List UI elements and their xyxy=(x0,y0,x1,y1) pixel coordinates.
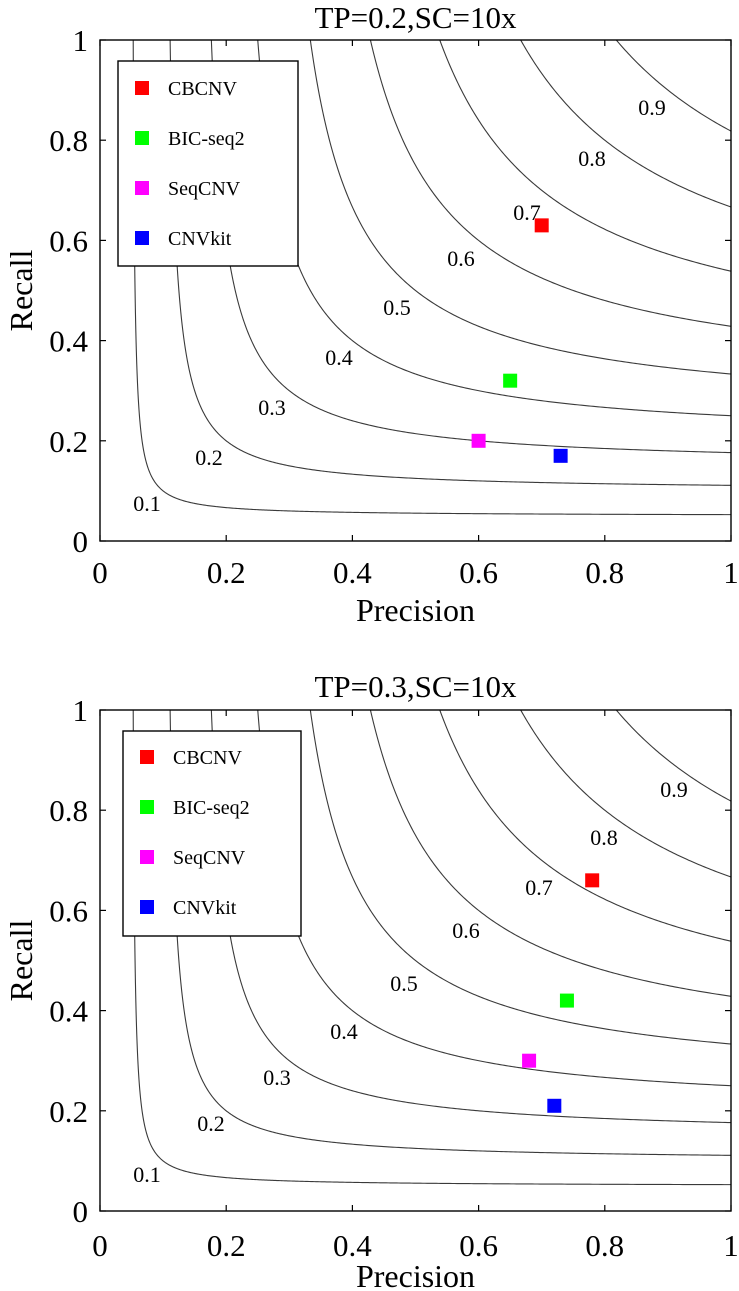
chart-panel-bottom: TP=0.3,SC=10x 0.1 0.2 0.3 0.4 0.5 0.6 0.7 0.8 0.9… xyxy=(3,669,739,1291)
x-axis-label: Precision xyxy=(356,1258,475,1291)
iso-f1-curve xyxy=(132,40,731,516)
iso-f1-label: 0.3 xyxy=(258,395,286,420)
iso-f1-curve xyxy=(615,710,731,802)
x-tick-label: 0.2 xyxy=(207,555,246,590)
iso-f1-label: 0.1 xyxy=(133,491,161,516)
legend-marker xyxy=(140,800,154,814)
y-tick-label: 0.8 xyxy=(49,123,88,158)
legend-label: SeqCNV xyxy=(173,847,246,869)
iso-f1-curve xyxy=(210,40,731,454)
iso-f1-curve xyxy=(520,710,731,878)
iso-f1-label: 0.5 xyxy=(383,295,411,320)
legend-marker xyxy=(135,81,149,95)
legend-marker xyxy=(135,181,149,195)
iso-f1-label: 0.5 xyxy=(390,971,418,996)
iso-f1-label: 0.8 xyxy=(578,146,606,171)
iso-f1-label: 0.3 xyxy=(263,1065,291,1090)
iso-f1-curve xyxy=(439,40,731,272)
y-tick-label: 0.6 xyxy=(49,223,88,258)
legend-marker xyxy=(135,231,149,245)
legend-label: SeqCNV xyxy=(168,178,241,200)
x-tick-label: 0 xyxy=(92,555,108,590)
y-axis-label: Recall xyxy=(3,920,39,1002)
x-tick-label: 0.8 xyxy=(585,555,624,590)
chart-title: TP=0.2,SC=10x xyxy=(314,0,517,35)
iso-f1-curve xyxy=(257,40,731,417)
iso-f1-curve xyxy=(309,710,731,1045)
data-point-cnvkit xyxy=(547,1098,562,1113)
iso-f1-curve xyxy=(520,40,731,208)
x-tick-label: 0.6 xyxy=(459,555,498,590)
legend-label: CNVkit xyxy=(168,228,232,250)
iso-f1-label: 0.9 xyxy=(638,95,666,120)
x-tick-label: 1 xyxy=(723,1228,739,1263)
y-tick-label: 0.4 xyxy=(49,994,88,1029)
iso-f1-label: 0.4 xyxy=(325,345,353,370)
iso-f1-curve xyxy=(615,40,731,132)
x-tick-label: 0.2 xyxy=(207,1228,246,1263)
x-tick-label: 0.4 xyxy=(333,555,372,590)
x-tick-label: 0 xyxy=(92,1228,108,1263)
iso-f1-label: 0.9 xyxy=(660,777,688,802)
iso-f1-curve xyxy=(439,710,731,942)
iso-f1-curves xyxy=(132,710,731,1186)
legend-label: CBCNV xyxy=(173,747,242,769)
iso-f1-curve xyxy=(369,710,731,997)
iso-f1-curve xyxy=(257,710,731,1087)
y-tick-label: 0 xyxy=(73,524,89,559)
iso-f1-label: 0.8 xyxy=(590,825,618,850)
y-tick-label: 0.8 xyxy=(49,793,88,828)
data-point-cbcnv xyxy=(585,873,600,888)
y-tick-label: 1 xyxy=(73,23,89,58)
iso-f1-label: 0.1 xyxy=(133,1162,161,1187)
data-point-bic-seq2 xyxy=(503,373,518,388)
iso-f1-curve xyxy=(210,710,731,1124)
iso-f1-curve xyxy=(132,710,731,1186)
legend-label: CNVkit xyxy=(173,897,237,919)
iso-f1-label: 0.6 xyxy=(447,246,475,271)
x-tick-label: 0.4 xyxy=(333,1228,372,1263)
legend-marker xyxy=(140,850,154,864)
iso-f1-label: 0.6 xyxy=(452,918,480,943)
y-axis-label: Recall xyxy=(3,250,39,332)
legend-marker xyxy=(140,750,154,764)
legend-marker xyxy=(140,900,154,914)
data-point-cbcnv xyxy=(534,218,549,233)
iso-f1-label: 0.2 xyxy=(197,1111,225,1136)
axes-box xyxy=(99,39,732,542)
axes-box xyxy=(99,709,732,1212)
chart-title: TP=0.3,SC=10x xyxy=(314,669,517,704)
data-point-seqcnv xyxy=(522,1053,537,1068)
x-tick-label: 0.6 xyxy=(459,1228,498,1263)
x-axis-label: Precision xyxy=(356,592,475,628)
y-tick-label: 1 xyxy=(73,693,89,728)
legend-label: BIC-seq2 xyxy=(173,797,250,819)
chart-panel-top: TP=0.2,SC=10x0.10.20.30.40.50.60.70.80.9… xyxy=(3,0,739,628)
y-tick-label: 0.2 xyxy=(49,424,88,459)
data-point-seqcnv xyxy=(471,433,486,448)
legend-marker xyxy=(135,131,149,145)
data-point-cnvkit xyxy=(553,448,568,463)
iso-f1-label: 0.7 xyxy=(525,875,553,900)
y-tick-label: 0.2 xyxy=(49,1094,88,1129)
x-tick-label: 0.8 xyxy=(585,1228,624,1263)
iso-f1-label: 0.2 xyxy=(195,445,223,470)
y-tick-label: 0 xyxy=(73,1194,89,1229)
y-tick-label: 0.4 xyxy=(49,324,88,359)
iso-f1-curve xyxy=(369,40,731,327)
y-tick-label: 0.6 xyxy=(49,893,88,928)
legend-label: CBCNV xyxy=(168,78,237,100)
data-point-bic-seq2 xyxy=(559,993,574,1008)
x-tick-label: 1 xyxy=(723,555,739,590)
legend-label: BIC-seq2 xyxy=(168,128,245,150)
iso-f1-label: 0.4 xyxy=(330,1019,358,1044)
iso-f1-curve xyxy=(309,40,731,375)
